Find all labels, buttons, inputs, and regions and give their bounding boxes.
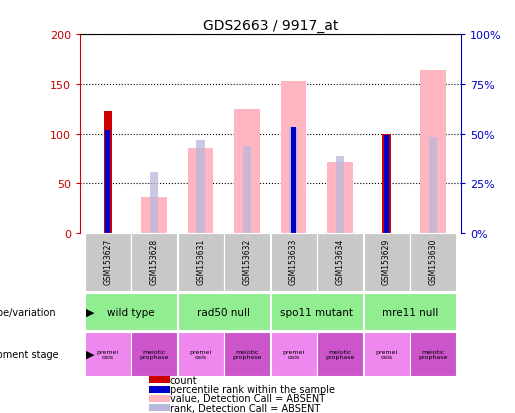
Bar [224,332,270,376]
Text: mre11 null: mre11 null [382,307,438,317]
Bar [270,332,317,376]
Text: GSM153631: GSM153631 [196,238,205,284]
Text: percentile rank within the sample: percentile rank within the sample [170,384,335,394]
Text: GSM153629: GSM153629 [382,238,391,284]
Bar [429,137,437,233]
Text: meiotic
prophase: meiotic prophase [325,349,355,360]
Text: GSM153633: GSM153633 [289,238,298,284]
Bar [270,293,363,330]
Text: GSM153628: GSM153628 [150,238,159,284]
Bar [84,293,177,330]
Text: ▶: ▶ [86,349,94,359]
Text: spo11 mutant: spo11 mutant [280,307,353,317]
Bar [270,233,317,291]
Text: premei
osis: premei osis [97,349,119,360]
Bar [281,82,306,233]
Text: GSM153627: GSM153627 [103,238,112,284]
Text: rad50 null: rad50 null [197,307,250,317]
Bar [364,233,409,291]
Bar [149,377,170,383]
Bar [224,233,270,291]
Bar [104,112,112,233]
Text: rank, Detection Call = ABSENT: rank, Detection Call = ABSENT [170,403,320,413]
Text: premei
osis: premei osis [283,349,305,360]
Bar [142,198,167,233]
Text: GSM153630: GSM153630 [428,238,438,284]
Text: meiotic
prophase: meiotic prophase [418,349,448,360]
Bar [178,293,270,330]
Bar [317,233,363,291]
Bar [84,233,131,291]
Bar [105,130,111,233]
Bar [336,157,344,233]
Text: premei
osis: premei osis [190,349,212,360]
Bar [149,386,170,392]
Bar [178,233,224,291]
Bar [410,233,456,291]
Text: count: count [170,375,198,385]
Bar [178,332,224,376]
Text: meiotic
prophase: meiotic prophase [140,349,169,360]
Bar [382,134,391,233]
Bar [197,140,205,233]
Text: ▶: ▶ [86,307,94,317]
Bar [410,332,456,376]
Bar [328,163,353,233]
Bar [384,135,389,233]
Text: development stage: development stage [0,349,59,359]
Title: GDS2663 / 9917_at: GDS2663 / 9917_at [203,19,338,33]
Bar [364,332,409,376]
Bar [243,147,251,233]
Text: GSM153634: GSM153634 [336,238,345,284]
Bar [234,109,260,233]
Bar [364,293,456,330]
Text: genotype/variation: genotype/variation [0,307,57,317]
Bar [289,127,298,233]
Text: value, Detection Call = ABSENT: value, Detection Call = ABSENT [170,394,325,404]
Bar [317,332,363,376]
Bar [291,127,297,233]
Text: premei
osis: premei osis [375,349,398,360]
Text: wild type: wild type [107,307,155,317]
Bar [150,173,159,233]
Bar [131,233,177,291]
Bar [84,332,131,376]
Text: GSM153632: GSM153632 [243,238,252,284]
Bar [420,71,446,233]
Bar [188,149,213,233]
Bar [149,404,170,411]
Bar [149,395,170,402]
Text: meiotic
prophase: meiotic prophase [232,349,262,360]
Bar [131,332,177,376]
